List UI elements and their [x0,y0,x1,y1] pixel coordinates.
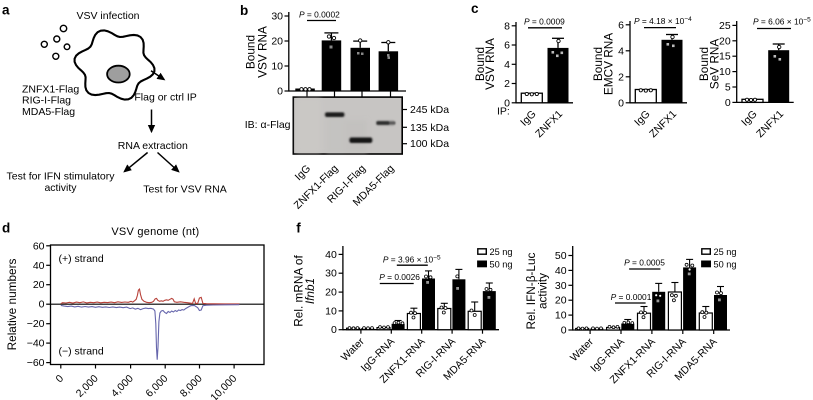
svg-text:c: c [471,1,479,16]
svg-text:135 kDa: 135 kDa [410,122,449,134]
svg-text:Test for VSV RNA: Test for VSV RNA [143,184,226,196]
svg-text:6: 6 [504,40,510,52]
svg-text:20: 20 [555,295,567,307]
svg-text:20: 20 [33,279,45,291]
svg-text:25: 25 [719,20,731,32]
svg-text:30: 30 [271,11,283,23]
svg-text:10: 10 [325,305,337,317]
svg-text:a: a [2,3,10,18]
svg-text:0: 0 [504,97,510,109]
svg-text:Bound: Bound [697,47,711,81]
svg-text:VSV infection: VSV infection [76,10,139,22]
svg-text:2: 2 [618,71,624,83]
svg-text:P = 0.0026: P = 0.0026 [379,272,420,282]
svg-text:RNA extraction: RNA extraction [118,140,188,152]
svg-text:P = 6.06 × 10−5: P = 6.06 × 10−5 [753,17,811,27]
svg-text:0: 0 [618,97,624,109]
svg-text:6: 6 [618,19,624,31]
svg-text:40: 40 [33,260,45,272]
svg-text:P = 4.18 × 10−4: P = 4.18 × 10−4 [634,16,692,26]
svg-text:30: 30 [555,280,567,292]
svg-text:40: 40 [325,249,337,261]
svg-text:VSV RNA: VSV RNA [483,38,497,90]
svg-text:Bound: Bound [473,47,487,81]
svg-text:IP:: IP: [497,106,510,118]
svg-text:20: 20 [325,287,337,299]
svg-text:0: 0 [39,299,45,311]
svg-text:VSV RNA: VSV RNA [256,26,270,78]
svg-text:5: 5 [725,82,731,94]
svg-text:IB: α-Flag: IB: α-Flag [245,119,291,131]
svg-text:ZNFX1-Flag: ZNFX1-Flag [22,83,79,95]
svg-text:0: 0 [277,86,283,98]
svg-text:(+) strand: (+) strand [59,253,104,265]
svg-text:Rel. IFN-β-Luc: Rel. IFN-β-Luc [524,252,538,329]
svg-text:4: 4 [618,45,624,57]
svg-text:8: 8 [504,20,510,32]
svg-text:0: 0 [725,97,731,109]
svg-text:RIG-I-Flag: RIG-I-Flag [22,94,71,106]
svg-text:15: 15 [719,51,731,63]
svg-text:Flag or ctrl IP: Flag or ctrl IP [134,91,196,103]
svg-text:20: 20 [271,36,283,48]
svg-text:SeV RNA: SeV RNA [708,39,722,90]
svg-text:−60: −60 [27,357,45,369]
svg-text:0: 0 [331,324,337,336]
svg-text:10: 10 [555,310,567,322]
svg-text:50 ng: 50 ng [714,259,737,269]
svg-text:245 kDa: 245 kDa [410,104,449,116]
svg-text:25 ng: 25 ng [490,247,513,257]
svg-text:activity: activity [44,182,77,194]
svg-text:P = 0.0009: P = 0.0009 [524,17,565,27]
svg-text:b: b [240,3,248,18]
svg-text:10: 10 [271,61,283,73]
svg-text:40: 40 [555,265,567,277]
svg-text:Bound: Bound [591,47,605,81]
svg-text:100 kDa: 100 kDa [410,138,449,150]
svg-text:0: 0 [561,325,567,337]
svg-text:P = 0.0001: P = 0.0001 [611,292,652,302]
svg-text:d: d [2,221,10,236]
svg-text:25 ng: 25 ng [714,247,737,257]
svg-text:Relative numbers: Relative numbers [5,259,19,351]
svg-text:60: 60 [33,240,45,252]
svg-text:−40: −40 [27,338,45,350]
svg-text:MDA5-Flag: MDA5-Flag [22,106,75,118]
svg-text:Ifnb1: Ifnb1 [303,278,317,304]
svg-text:Bound: Bound [244,35,258,69]
svg-text:50: 50 [555,250,567,262]
svg-text:EMCV RNA: EMCV RNA [602,33,616,95]
svg-text:10: 10 [719,66,731,78]
svg-text:P = 0.0002: P = 0.0002 [299,10,340,20]
svg-text:20: 20 [719,35,731,47]
svg-text:−20: −20 [27,318,45,330]
svg-text:(−) strand: (−) strand [59,346,104,358]
svg-text:4: 4 [504,59,510,71]
svg-text:30: 30 [325,268,337,280]
svg-text:Test for IFN stimulatory: Test for IFN stimulatory [7,171,116,183]
svg-text:Rel. mRNA of: Rel. mRNA of [292,255,306,327]
svg-text:2: 2 [504,78,510,90]
svg-text:VSV genome (nt): VSV genome (nt) [111,226,199,238]
svg-text:P = 0.0005: P = 0.0005 [624,258,665,268]
svg-text:f: f [296,221,301,236]
svg-text:activity: activity [536,273,550,309]
svg-text:50 ng: 50 ng [490,259,513,269]
svg-text:P = 3.96 × 10−5: P = 3.96 × 10−5 [383,254,441,264]
